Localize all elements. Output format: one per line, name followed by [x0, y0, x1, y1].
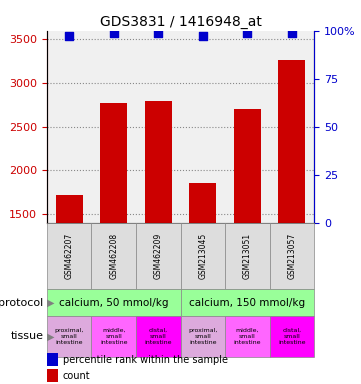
Point [244, 30, 250, 36]
Bar [56, 195, 83, 345]
Text: calcium, 50 mmol/kg: calcium, 50 mmol/kg [59, 298, 169, 308]
Text: percentile rank within the sample: percentile rank within the sample [62, 355, 227, 365]
Text: GSM213045: GSM213045 [198, 233, 207, 279]
FancyBboxPatch shape [91, 316, 136, 357]
FancyBboxPatch shape [225, 223, 270, 289]
FancyBboxPatch shape [136, 316, 180, 357]
Bar [100, 103, 127, 345]
Text: GSM462209: GSM462209 [154, 233, 163, 279]
Text: GSM213057: GSM213057 [287, 233, 296, 279]
Text: GDS3831 / 1416948_at: GDS3831 / 1416948_at [100, 15, 261, 29]
Point [200, 33, 206, 40]
Point [66, 33, 72, 40]
Point [289, 30, 295, 36]
Bar [190, 183, 216, 345]
Text: ▶: ▶ [47, 298, 54, 308]
Text: distal,
small
intestine: distal, small intestine [144, 328, 172, 345]
Text: distal,
small
intestine: distal, small intestine [278, 328, 305, 345]
Bar [278, 60, 305, 345]
Bar [145, 101, 171, 345]
Bar [47, 353, 58, 366]
FancyBboxPatch shape [270, 223, 314, 289]
FancyBboxPatch shape [47, 316, 91, 357]
FancyBboxPatch shape [180, 223, 225, 289]
Bar [47, 369, 58, 382]
Point [111, 30, 117, 36]
FancyBboxPatch shape [91, 223, 136, 289]
Text: tissue: tissue [10, 331, 43, 341]
FancyBboxPatch shape [47, 289, 180, 316]
Text: GSM462207: GSM462207 [65, 233, 74, 279]
Text: middle,
small
intestine: middle, small intestine [234, 328, 261, 345]
FancyBboxPatch shape [180, 316, 225, 357]
FancyBboxPatch shape [136, 223, 180, 289]
Point [155, 30, 161, 36]
FancyBboxPatch shape [270, 316, 314, 357]
Text: ▶: ▶ [47, 331, 54, 341]
Bar [234, 109, 261, 345]
Text: count: count [62, 371, 90, 381]
Text: proximal,
small
intestine: proximal, small intestine [188, 328, 217, 345]
FancyBboxPatch shape [180, 289, 314, 316]
Text: proximal,
small
intestine: proximal, small intestine [55, 328, 84, 345]
Text: GSM462208: GSM462208 [109, 233, 118, 279]
Text: protocol: protocol [0, 298, 43, 308]
FancyBboxPatch shape [225, 316, 270, 357]
Text: calcium, 150 mmol/kg: calcium, 150 mmol/kg [189, 298, 305, 308]
Text: GSM213051: GSM213051 [243, 233, 252, 279]
FancyBboxPatch shape [47, 223, 91, 289]
Text: middle,
small
intestine: middle, small intestine [100, 328, 127, 345]
